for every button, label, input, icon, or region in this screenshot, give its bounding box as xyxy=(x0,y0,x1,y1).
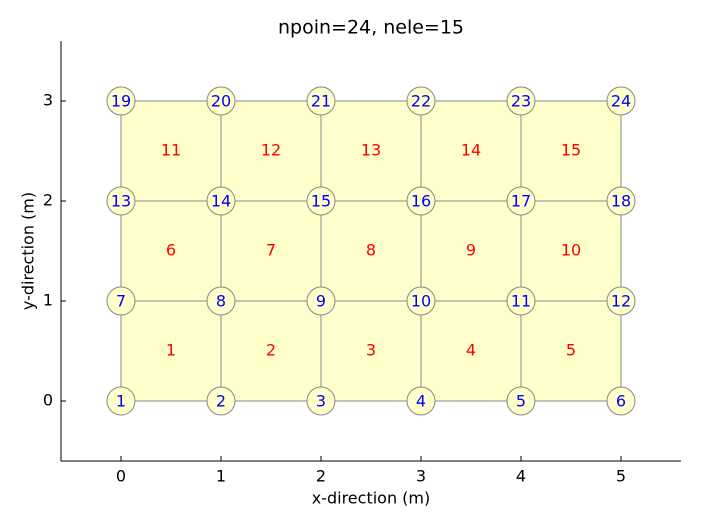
node-label: 6 xyxy=(616,392,626,411)
node-label: 14 xyxy=(211,192,231,211)
node-label: 17 xyxy=(511,192,531,211)
element-label: 8 xyxy=(366,241,376,260)
node xyxy=(106,286,136,316)
node xyxy=(306,286,336,316)
node xyxy=(406,186,436,216)
element-label: 12 xyxy=(261,141,281,160)
element-label: 4 xyxy=(466,341,476,360)
node-label: 20 xyxy=(211,92,231,111)
node xyxy=(406,286,436,316)
node xyxy=(106,186,136,216)
node xyxy=(606,386,636,416)
x-axis-label: x-direction (m) xyxy=(312,489,431,508)
y-tick-label: 0 xyxy=(43,391,53,410)
node xyxy=(506,86,536,116)
element-label: 11 xyxy=(161,141,181,160)
y-tick-label: 3 xyxy=(43,91,53,110)
element-label: 5 xyxy=(566,341,576,360)
element-label: 13 xyxy=(361,141,381,160)
node-label: 23 xyxy=(511,92,531,111)
x-tick-label: 5 xyxy=(616,467,626,486)
y-tick-label: 2 xyxy=(43,191,53,210)
node xyxy=(606,186,636,216)
element-label: 14 xyxy=(461,141,481,160)
node-label: 12 xyxy=(611,292,631,311)
element-label: 3 xyxy=(366,341,376,360)
element-label: 1 xyxy=(166,341,176,360)
node xyxy=(506,286,536,316)
node xyxy=(106,86,136,116)
node-label: 11 xyxy=(511,292,531,311)
x-tick-label: 0 xyxy=(116,467,126,486)
x-tick-label: 2 xyxy=(316,467,326,486)
node xyxy=(306,386,336,416)
node xyxy=(506,186,536,216)
node xyxy=(206,186,236,216)
node xyxy=(206,86,236,116)
node-label: 5 xyxy=(516,392,526,411)
x-tick-label: 1 xyxy=(216,467,226,486)
element-label: 10 xyxy=(561,241,581,260)
chart-title: npoin=24, nele=15 xyxy=(278,17,464,39)
node-label: 21 xyxy=(311,92,331,111)
element-label: 6 xyxy=(166,241,176,260)
node-label: 24 xyxy=(611,92,631,111)
node-label: 1 xyxy=(116,392,126,411)
element-label: 15 xyxy=(561,141,581,160)
element-label: 9 xyxy=(466,241,476,260)
node xyxy=(506,386,536,416)
node-label: 4 xyxy=(416,392,426,411)
node-label: 22 xyxy=(411,92,431,111)
node xyxy=(306,86,336,116)
node xyxy=(406,86,436,116)
x-tick-label: 3 xyxy=(416,467,426,486)
node xyxy=(306,186,336,216)
node-label: 16 xyxy=(411,192,431,211)
node xyxy=(206,386,236,416)
node-label: 15 xyxy=(311,192,331,211)
element-label: 2 xyxy=(266,341,276,360)
node-label: 9 xyxy=(316,292,326,311)
node-label: 2 xyxy=(216,392,226,411)
node-label: 10 xyxy=(411,292,431,311)
node xyxy=(106,386,136,416)
node-label: 3 xyxy=(316,392,326,411)
y-axis-label: y-direction (m) xyxy=(19,192,38,310)
node-label: 19 xyxy=(111,92,131,111)
element-label: 7 xyxy=(266,241,276,260)
node-label: 7 xyxy=(116,292,126,311)
node-label: 18 xyxy=(611,192,631,211)
y-tick-label: 1 xyxy=(43,291,53,310)
node-label: 13 xyxy=(111,192,131,211)
node xyxy=(206,286,236,316)
node-label: 8 xyxy=(216,292,226,311)
node xyxy=(606,86,636,116)
node xyxy=(406,386,436,416)
node xyxy=(606,286,636,316)
x-tick-label: 4 xyxy=(516,467,526,486)
